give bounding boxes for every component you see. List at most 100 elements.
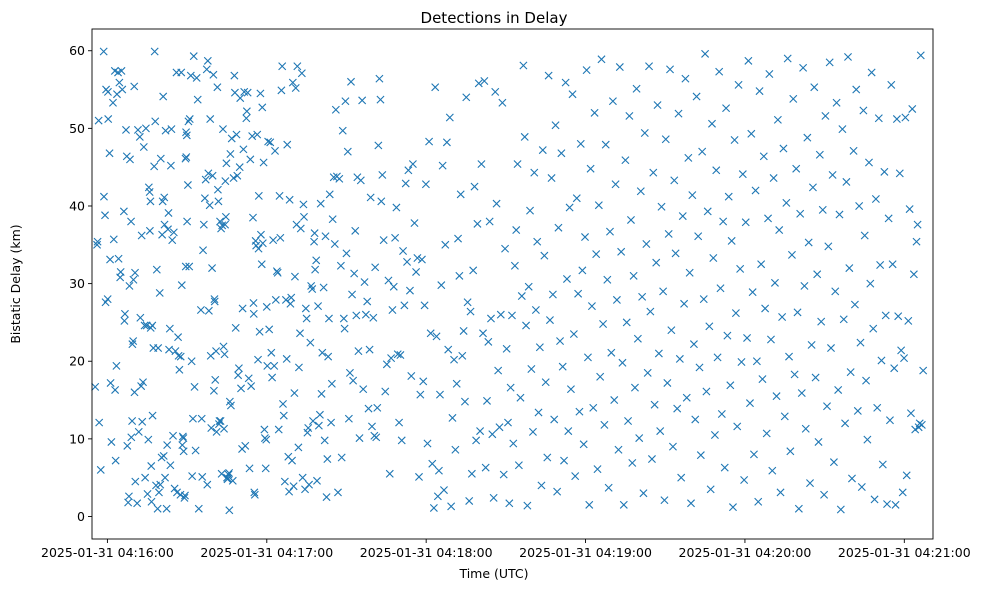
data-point (137, 382, 146, 391)
data-point (622, 318, 631, 327)
data-point (180, 493, 189, 502)
data-point (547, 174, 556, 183)
data-point (808, 183, 817, 192)
data-point (204, 306, 213, 315)
data-point (193, 95, 202, 104)
data-point (519, 61, 528, 70)
data-point (621, 156, 630, 165)
data-point (419, 377, 428, 386)
data-point (220, 350, 229, 359)
data-point (847, 474, 856, 483)
data-point (306, 338, 315, 347)
data-point (517, 292, 526, 301)
data-point (321, 232, 330, 241)
data-point (590, 108, 599, 117)
data-point (210, 297, 219, 306)
data-point (855, 201, 864, 210)
data-point (904, 316, 913, 325)
data-point (770, 278, 779, 287)
data-point (378, 170, 387, 179)
y-tick-label: 30 (69, 276, 85, 291)
data-point (271, 146, 280, 155)
data-point (266, 138, 275, 147)
data-point (350, 269, 359, 278)
data-point (392, 203, 401, 212)
data-point (147, 462, 156, 471)
data-point (373, 403, 382, 412)
data-point (188, 472, 197, 481)
data-point (740, 476, 749, 484)
data-point (550, 415, 559, 424)
data-point (297, 69, 306, 78)
data-point (255, 327, 264, 336)
data-point (166, 461, 175, 470)
data-point (601, 140, 610, 149)
data-point (625, 111, 634, 120)
data-point (645, 62, 654, 71)
data-point (619, 500, 628, 509)
data-point (273, 268, 282, 277)
data-point (759, 152, 768, 161)
data-point (667, 326, 676, 335)
data-point (279, 399, 287, 408)
data-point (491, 87, 500, 96)
data-point (561, 78, 570, 87)
data-point (902, 471, 911, 480)
data-point (333, 488, 342, 497)
data-point (387, 354, 396, 363)
data-point (498, 98, 507, 107)
data-point (227, 134, 236, 143)
data-point (275, 191, 284, 200)
data-point (514, 461, 523, 470)
data-point (778, 313, 787, 321)
data-point (199, 220, 208, 229)
data-point (314, 421, 323, 430)
data-point (701, 49, 710, 58)
data-point (230, 71, 239, 80)
data-point (652, 258, 661, 267)
data-point (169, 228, 178, 237)
data-point (582, 66, 591, 75)
data-point (818, 205, 827, 214)
data-point (480, 77, 489, 85)
data-point (674, 109, 683, 118)
data-point (680, 299, 689, 308)
data-point (91, 382, 100, 391)
data-point (433, 492, 442, 501)
data-point (666, 65, 675, 74)
data-point (165, 324, 174, 333)
data-point (124, 492, 133, 501)
data-point (448, 413, 457, 422)
data-point (574, 289, 583, 298)
data-point (250, 490, 259, 499)
data-point (369, 313, 378, 322)
data-point (481, 463, 490, 472)
data-point (105, 149, 114, 158)
data-point (129, 337, 138, 346)
data-point (473, 219, 482, 228)
data-point (218, 221, 227, 230)
data-point (594, 201, 603, 210)
data-point (534, 408, 543, 417)
data-point (177, 68, 186, 77)
data-point (280, 477, 289, 486)
data-point (182, 128, 191, 137)
data-point (485, 217, 494, 226)
data-point (507, 311, 516, 320)
data-point (119, 207, 128, 216)
data-point (150, 47, 159, 56)
data-point (324, 352, 333, 361)
data-point (203, 56, 212, 65)
data-point (813, 270, 822, 279)
data-point (262, 302, 271, 311)
data-point (271, 295, 280, 304)
data-point (379, 236, 388, 245)
data-point (434, 466, 443, 475)
data-point (117, 66, 126, 75)
data-point (364, 404, 373, 413)
data-point (516, 393, 525, 402)
data-point (569, 330, 578, 339)
data-point (663, 378, 672, 387)
data-point (120, 309, 129, 318)
data-point (494, 366, 503, 375)
